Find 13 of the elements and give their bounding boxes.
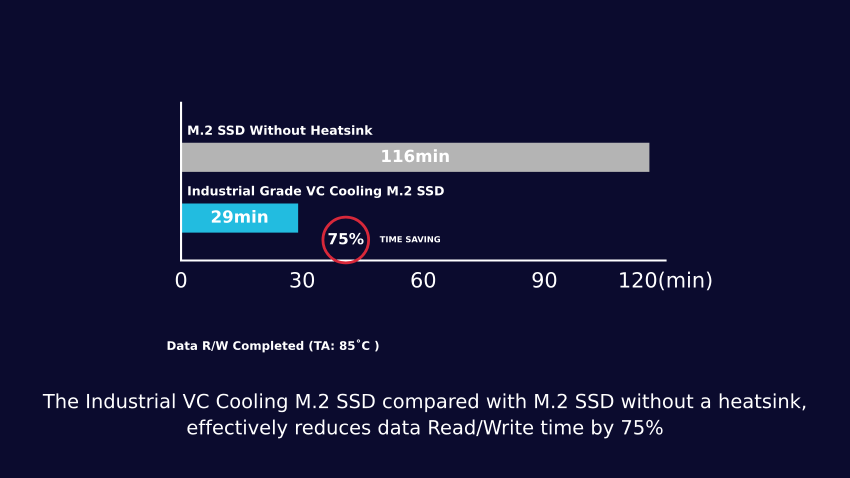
text: The Industrial VC Cooling M.2 SSD compared with M.2 SSD without a heatsink, effectively reduces data Read/Write time by 75% bbox=[42, 393, 806, 438]
y-tick-label: Industrial Grade VC Cooling M.2 SSD bbox=[188, 186, 444, 198]
annotation: 75% bbox=[328, 232, 364, 244]
data-label: 29min bbox=[212, 210, 268, 223]
x-tick-label: 120(min) bbox=[620, 272, 712, 290]
x-tick-label: 90 bbox=[532, 272, 556, 288]
x-axis-title: Data R/W Completed (TA: 85˚C ) bbox=[168, 339, 379, 352]
x-tick-label: 0 bbox=[176, 272, 186, 288]
x-tick-label: 60 bbox=[412, 272, 436, 288]
data-label: 116min bbox=[382, 149, 449, 162]
x-tick-label: 30 bbox=[290, 272, 314, 288]
annotation: TIME SAVING bbox=[380, 236, 440, 242]
y-tick-label: M.2 SSD Without Heatsink bbox=[188, 125, 373, 135]
